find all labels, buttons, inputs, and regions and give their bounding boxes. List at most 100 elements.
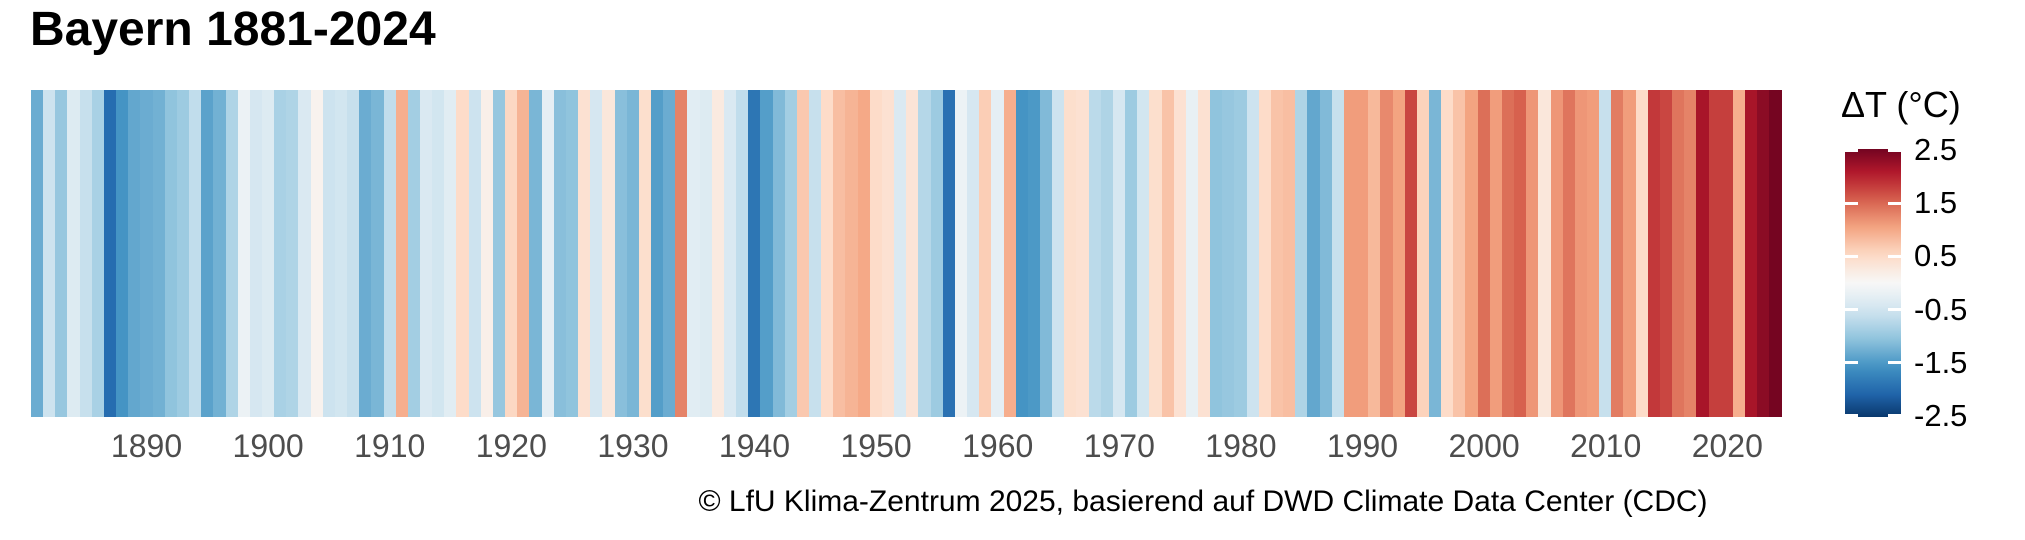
stripe-1898: [237, 90, 250, 417]
stripe-1940: [748, 90, 761, 417]
stripe-2011: [1611, 90, 1624, 417]
colorbar-tick--1.5: [1845, 361, 1858, 365]
stripe-1987: [1319, 90, 1332, 417]
stripe-1973: [1149, 90, 1162, 417]
stripe-1993: [1392, 90, 1405, 417]
stripe-2000: [1477, 90, 1490, 417]
stripe-1891: [152, 90, 165, 417]
stripe-1959: [979, 90, 992, 417]
stripe-2004: [1526, 90, 1539, 417]
stripe-1986: [1307, 90, 1320, 417]
stripe-1937: [711, 90, 724, 417]
stripe-1951: [881, 90, 895, 417]
stripe-1991: [1368, 90, 1381, 417]
stripe-1886: [91, 90, 104, 417]
stripe-1907: [347, 90, 360, 417]
colorbar-tick-2.5: [1845, 149, 1858, 152]
stripe-1965: [1052, 90, 1065, 417]
x-tick-label-1940: 1940: [718, 428, 791, 464]
stripe-1977: [1198, 90, 1211, 417]
stripe-1919: [492, 90, 506, 417]
colorbar-tick-1.5: [1888, 201, 1901, 205]
stripe-1997: [1441, 90, 1454, 417]
stripe-1926: [578, 90, 591, 417]
stripe-1972: [1137, 90, 1150, 417]
legend-tick-label-2.5: 2.5: [1914, 132, 1958, 168]
stripe-1963: [1027, 90, 1040, 417]
stripe-1974: [1161, 90, 1174, 417]
stripe-2005: [1538, 90, 1551, 417]
legend-title: ΔT (°C): [1841, 84, 1961, 125]
stripe-1968: [1088, 90, 1101, 417]
stripe-2019: [1708, 90, 1721, 417]
colorbar-tick-1.5: [1845, 201, 1858, 205]
stripe-1884: [67, 90, 80, 417]
stripe-1921: [517, 90, 530, 417]
stripe-1971: [1125, 90, 1138, 417]
x-tick-label-1930: 1930: [597, 428, 669, 464]
stripe-1982: [1258, 90, 1271, 417]
stripe-1902: [286, 90, 299, 417]
stripe-1975: [1173, 90, 1186, 417]
stripe-1964: [1039, 90, 1053, 417]
stripe-1889: [128, 90, 141, 417]
legend-tick-label-1.5: 1.5: [1914, 185, 1958, 221]
stripe-2020: [1720, 90, 1733, 417]
stripe-1961: [1003, 90, 1016, 417]
stripe-1939: [736, 90, 749, 417]
stripe-1908: [359, 90, 372, 417]
x-tick-label-1900: 1900: [232, 428, 304, 464]
stripe-1966: [1064, 90, 1077, 417]
stripe-1932: [650, 90, 664, 417]
stripe-1946: [821, 90, 834, 417]
legend-colorbar: [1845, 149, 1901, 417]
x-tick-label-1990: 1990: [1326, 428, 1399, 464]
stripe-1928: [602, 90, 615, 417]
stripe-1976: [1185, 90, 1198, 417]
stripe-1885: [79, 90, 92, 417]
stripe-1916: [456, 90, 469, 417]
stripe-1892: [164, 90, 177, 417]
stripe-2009: [1587, 90, 1600, 417]
legend-tick-labels: 2.5 1.5 0.5 -0.5 -1.5 -2.5: [1914, 132, 2014, 433]
stripe-1995: [1416, 90, 1429, 417]
stripe-2006: [1550, 90, 1563, 417]
stripe-1923: [541, 90, 554, 417]
stripe-1957: [954, 90, 968, 417]
stripe-1899: [249, 90, 262, 417]
stripe-1911: [395, 90, 408, 417]
stripes-plot-area: [31, 90, 1782, 417]
stripe-1979: [1222, 90, 1235, 417]
stripe-1893: [176, 90, 190, 417]
stripe-2022: [1745, 90, 1758, 417]
stripe-1887: [103, 90, 117, 417]
stripe-1984: [1283, 90, 1296, 417]
x-tick-label-1890: 1890: [110, 428, 183, 464]
x-tick-label-2000: 2000: [1448, 428, 1520, 464]
stripe-1956: [942, 90, 955, 417]
legend-tick-label-0.5: 0.5: [1914, 238, 1958, 274]
x-tick-label-1970: 1970: [1083, 428, 1155, 464]
source-caption: © LfU Klima-Zentrum 2025, basierend auf …: [698, 485, 1708, 518]
stripe-1896: [213, 90, 226, 417]
stripe-1949: [857, 90, 870, 417]
stripe-1895: [201, 90, 214, 417]
stripe-1953: [906, 90, 919, 417]
stripe-1915: [444, 90, 457, 417]
colorbar-tick--2.5: [1845, 414, 1858, 417]
stripe-1935: [687, 90, 700, 417]
stripe-1905: [322, 90, 335, 417]
stripe-1888: [116, 90, 129, 417]
stripe-1914: [432, 90, 445, 417]
stripe-1890: [140, 90, 153, 417]
x-tick-label-2020: 2020: [1691, 428, 1763, 464]
stripe-1901: [274, 90, 287, 417]
stripe-1969: [1100, 90, 1113, 417]
stripe-1967: [1076, 90, 1089, 417]
stripe-2015: [1659, 90, 1673, 417]
stripe-1978: [1210, 90, 1223, 417]
stripe-1941: [760, 90, 773, 417]
colorbar-tick-0.5: [1845, 254, 1858, 258]
stripe-1950: [869, 90, 882, 417]
